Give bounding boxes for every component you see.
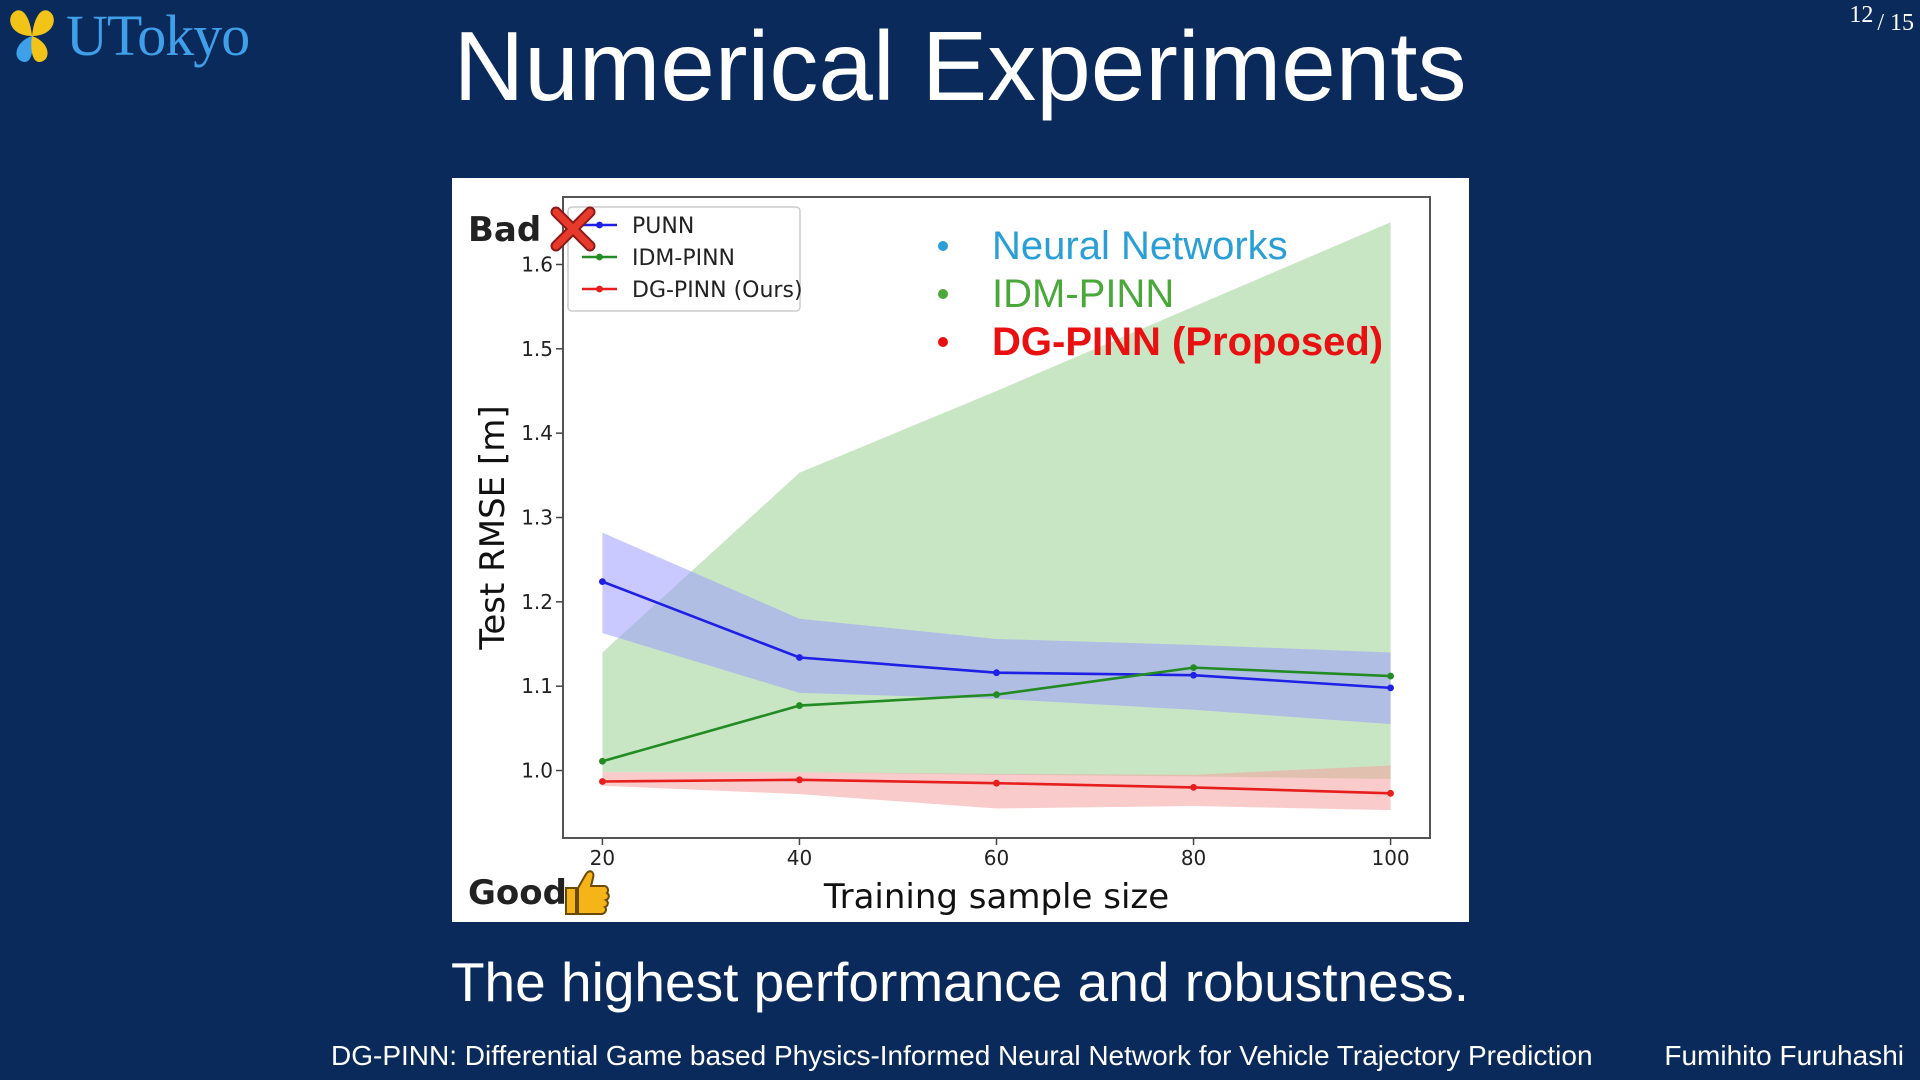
- y-tick-label: 1.2: [521, 590, 553, 614]
- slide-title: Numerical Experiments: [453, 11, 1467, 121]
- y-tick-label: 1.0: [521, 759, 553, 783]
- point-punn: [599, 578, 606, 585]
- legend-marker-dg-pinn-ours: [596, 285, 603, 293]
- good-label: Good: [468, 873, 567, 913]
- point-idm-pinn: [1190, 664, 1197, 672]
- bullet-dg: [938, 337, 948, 347]
- bad-label: Bad: [468, 210, 541, 250]
- chart-legend: PUNN IDM-PINN DG-PINN (Ours): [567, 206, 803, 312]
- x-tick-label: 60: [984, 846, 1009, 870]
- x-tick-label: 20: [590, 846, 615, 870]
- annotation-dg-pinn: DG-PINN (Proposed): [992, 320, 1383, 364]
- annotation-idm-pinn: IDM-PINN: [992, 272, 1174, 316]
- legend-marker-punn: [596, 221, 603, 229]
- point-dg-pinn-ours: [993, 779, 1000, 787]
- rmse-chart: 1.0 1.1 1.2 1.3 1.4 1.5 1.6 20 40 60 80 100 Trainin…: [468, 196, 1431, 917]
- legend-frame: [567, 206, 801, 312]
- legend-label-idm-pinn: IDM-PINN: [632, 246, 735, 271]
- chart-panel: 1.0 1.1 1.2 1.3 1.4 1.5 1.6 20 40 60 80 100 Trainin…: [452, 178, 1469, 922]
- point-idm-pinn: [993, 691, 1000, 699]
- page-total: / 15: [1877, 10, 1914, 36]
- annotation-neural-networks: Neural Networks: [992, 224, 1288, 268]
- y-tick-label: 1.6: [521, 252, 553, 276]
- thumbs-up-icon: [565, 870, 610, 915]
- point-dg-pinn-ours: [796, 776, 803, 784]
- point-dg-pinn-ours: [599, 778, 606, 785]
- x-axis-label: Training sample size: [823, 877, 1169, 917]
- page-current: 12: [1849, 2, 1874, 28]
- y-tick-label: 1.3: [521, 506, 553, 530]
- utokyo-logo: UTokyo: [4, 2, 250, 69]
- y-tick-label: 1.5: [521, 337, 553, 361]
- y-tick-label: 1.4: [521, 421, 553, 445]
- point-idm-pinn: [1387, 672, 1394, 680]
- point-punn: [993, 669, 1000, 677]
- footer-author: Fumihito Furuhashi: [1664, 1040, 1904, 1071]
- legend-label-dg-pinn-ours: DG-PINN (Ours): [632, 278, 803, 303]
- legend-label-punn: PUNN: [632, 214, 694, 239]
- point-dg-pinn-ours: [1190, 783, 1197, 791]
- page-number: 12/ 15: [1849, 2, 1914, 37]
- y-tick-label: 1.1: [521, 674, 553, 698]
- bullet-nn: [938, 241, 948, 251]
- x-tick-label: 100: [1371, 846, 1409, 870]
- point-punn: [796, 654, 803, 661]
- y-axis-label: Test RMSE [m]: [473, 405, 513, 650]
- point-punn: [1387, 684, 1394, 692]
- slide-subtitle: The highest performance and robustness.: [450, 951, 1470, 1013]
- x-tick-label: 80: [1181, 846, 1206, 870]
- point-dg-pinn-ours: [1387, 789, 1394, 797]
- point-idm-pinn: [599, 757, 606, 765]
- point-idm-pinn: [796, 702, 803, 709]
- bullet-idm: [938, 289, 948, 299]
- ginkgo-leaf-icon: [10, 9, 54, 62]
- point-punn: [1190, 671, 1197, 679]
- legend-marker-idm-pinn: [596, 253, 603, 261]
- footer-title: DG-PINN: Differential Game based Physics…: [331, 1040, 1593, 1071]
- x-tick-label: 40: [787, 846, 812, 870]
- logo-text: UTokyo: [66, 3, 250, 68]
- cross-icon: [550, 206, 596, 252]
